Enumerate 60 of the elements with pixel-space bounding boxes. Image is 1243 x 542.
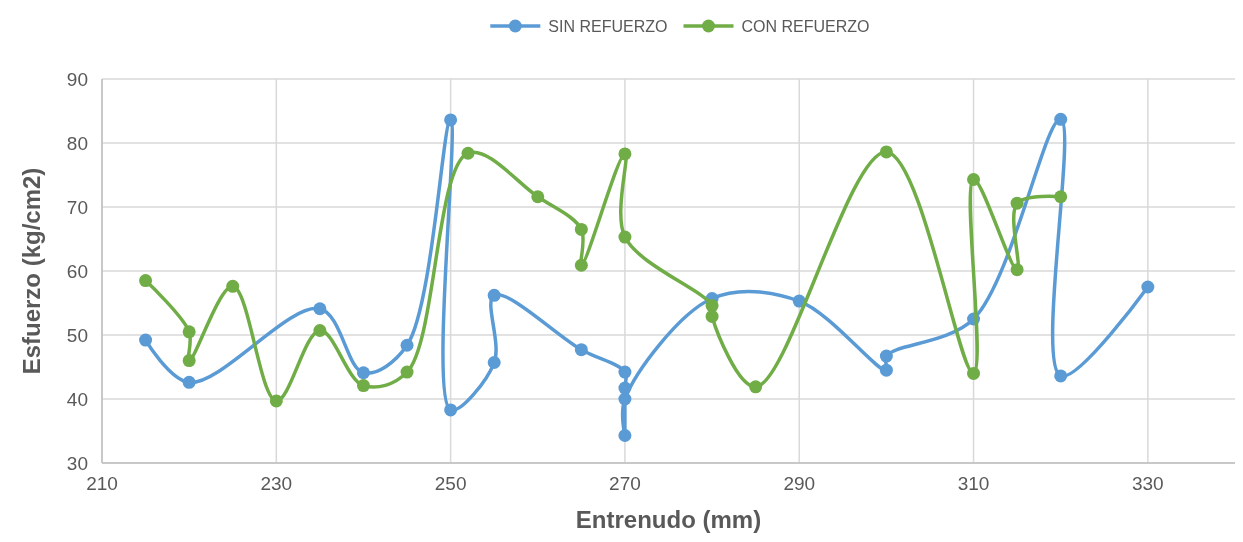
point	[618, 230, 632, 244]
x-axis-title: Entrenudo (mm)	[575, 506, 762, 533]
point	[618, 392, 632, 406]
point	[574, 222, 588, 236]
y-tick-label: 90	[66, 69, 88, 90]
legend-label: SIN REFUERZO	[548, 18, 668, 35]
point	[487, 356, 501, 370]
point	[269, 394, 283, 408]
x-tick-label: 230	[260, 473, 293, 494]
point	[1054, 112, 1068, 126]
y-tick-label: 30	[66, 453, 88, 474]
point	[1141, 280, 1155, 294]
x-tick-label: 270	[609, 473, 641, 494]
point	[531, 190, 545, 204]
x-tick-label: 250	[434, 473, 467, 494]
point	[705, 299, 719, 313]
point	[356, 379, 370, 393]
point	[618, 365, 632, 379]
point	[879, 363, 893, 377]
point	[444, 403, 458, 417]
point	[618, 147, 632, 161]
point	[879, 349, 893, 363]
x-tick-label: 290	[783, 473, 816, 494]
y-tick-label: 40	[66, 389, 88, 410]
point	[313, 302, 327, 316]
point	[139, 333, 153, 347]
point	[967, 366, 981, 380]
point	[461, 146, 475, 160]
point	[749, 380, 763, 394]
point	[226, 279, 240, 293]
x-tick-label: 330	[1131, 473, 1164, 494]
point	[618, 428, 632, 442]
point	[618, 381, 632, 395]
y-tick-label: 70	[66, 197, 88, 218]
y-tick-label: 80	[66, 133, 88, 154]
point	[400, 338, 414, 352]
point	[1010, 196, 1024, 210]
point	[574, 258, 588, 272]
point	[1010, 263, 1024, 277]
point	[444, 113, 458, 127]
x-tick-label: 210	[86, 473, 118, 494]
point	[574, 343, 588, 357]
y-tick-label: 50	[66, 325, 88, 346]
point	[356, 366, 370, 380]
legend-label: CON REFUERZO	[741, 18, 870, 35]
point	[1054, 190, 1068, 204]
y-axis-title: Esfuerzo (kg/cm2)	[18, 167, 45, 375]
point	[182, 375, 196, 389]
point	[182, 325, 196, 339]
point	[487, 288, 501, 302]
point	[879, 145, 893, 159]
point	[1054, 369, 1068, 383]
point	[313, 324, 327, 338]
point	[139, 274, 153, 288]
point	[967, 172, 981, 186]
point	[182, 354, 196, 368]
point	[705, 309, 719, 323]
point	[400, 365, 414, 379]
x-tick-label: 310	[957, 473, 990, 494]
y-tick-label: 60	[66, 261, 88, 282]
